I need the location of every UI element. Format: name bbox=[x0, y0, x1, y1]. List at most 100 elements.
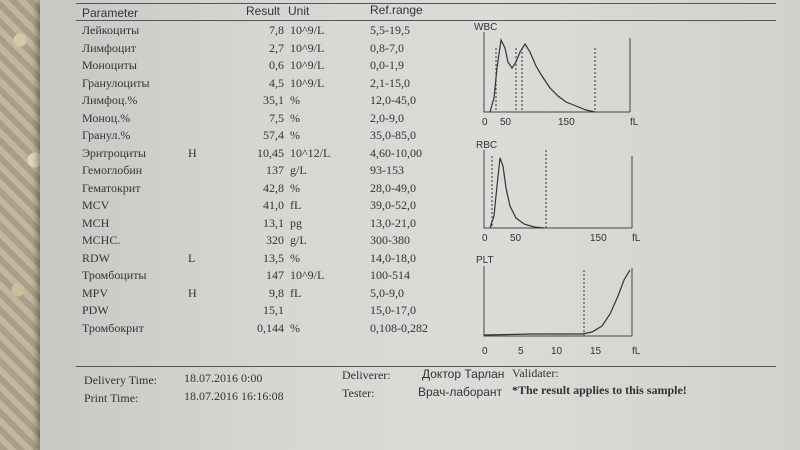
row-3-parameter: Гранулоциты bbox=[82, 75, 150, 90]
row-0-unit: 10^9/L bbox=[290, 23, 325, 37]
row-7-flag: H bbox=[188, 145, 197, 160]
deliverer-value: Доктор Тарлан bbox=[422, 367, 505, 381]
row-13-result: 13,5 bbox=[263, 250, 284, 265]
row-3-result: 4,5 bbox=[269, 75, 284, 90]
rbc-tick-0: 0 bbox=[482, 233, 488, 244]
sample-note: *The result applies to this sample! bbox=[512, 383, 687, 397]
tester-label: Tester: bbox=[342, 386, 375, 400]
row-6-unit: % bbox=[290, 128, 300, 142]
deliverer-label: Deliverer: bbox=[342, 368, 391, 382]
row-17-parameter: Тромбокрит bbox=[82, 320, 144, 335]
row-7-result: 10,45 bbox=[257, 145, 284, 160]
row-7-unit: 10^12/L bbox=[290, 145, 331, 160]
header-top-rule bbox=[76, 3, 776, 4]
row-5-parameter: Моноц.% bbox=[82, 110, 131, 125]
row-14-unit: 10^9/L bbox=[290, 268, 325, 282]
rbc-histogram: RBC 0 50 150 fL bbox=[476, 140, 641, 244]
row-6-parameter: Гранул.% bbox=[82, 128, 131, 142]
row-17-unit: % bbox=[290, 320, 300, 335]
wbc-title: WBC bbox=[474, 22, 497, 33]
delivery-time-label: Delivery Time: bbox=[84, 373, 158, 387]
row-5-unit: % bbox=[290, 110, 300, 125]
col-header-ref-range: Ref.range bbox=[370, 3, 423, 17]
row-17-result: 0,144 bbox=[257, 320, 284, 335]
row-1-parameter: Лимфоцит bbox=[82, 40, 137, 55]
row-8-parameter: Гемоглобин bbox=[82, 163, 143, 177]
row-0-ref-range: 5,5-19,5 bbox=[370, 23, 410, 37]
row-3-unit: 10^9/L bbox=[290, 75, 325, 90]
row-11-result: 13,1 bbox=[263, 215, 284, 230]
row-7-parameter: Эритроциты bbox=[82, 145, 146, 160]
col-header-unit: Unit bbox=[288, 4, 310, 18]
row-8-unit: g/L bbox=[290, 163, 307, 177]
row-4-unit: % bbox=[290, 93, 300, 107]
wbc-tick-2: 150 bbox=[558, 117, 575, 128]
row-6-ref-range: 35,0-85,0 bbox=[370, 128, 416, 142]
col-header-parameter: Parameter bbox=[82, 6, 139, 20]
rbc-tick-1: 50 bbox=[510, 233, 522, 244]
row-9-unit: % bbox=[290, 180, 300, 195]
lab-report-sheet bbox=[40, 0, 800, 450]
row-8-result: 137 bbox=[266, 163, 284, 177]
row-9-result: 42,8 bbox=[263, 180, 284, 195]
plt-histogram: PLT 0 5 10 15 fL bbox=[476, 255, 641, 357]
row-15-parameter: MPV bbox=[82, 285, 109, 300]
row-15-unit: fL bbox=[290, 285, 302, 300]
row-13-ref-range: 14,0-18,0 bbox=[370, 250, 416, 265]
row-6-result: 57,4 bbox=[263, 128, 284, 142]
row-16-result: 15,1 bbox=[263, 303, 284, 317]
row-13-unit: % bbox=[290, 250, 300, 265]
tester-value: Врач-лаборант bbox=[418, 385, 503, 399]
validater-label: Validater: bbox=[512, 366, 559, 380]
row-3-ref-range: 2,1-15,0 bbox=[370, 75, 410, 90]
row-15-flag: H bbox=[188, 285, 197, 300]
row-2-parameter: Моноциты bbox=[82, 58, 137, 72]
row-5-result: 7,5 bbox=[269, 110, 284, 125]
row-2-result: 0,6 bbox=[269, 58, 284, 72]
row-11-ref-range: 13,0-21,0 bbox=[370, 215, 416, 230]
row-8-ref-range: 93-153 bbox=[370, 163, 404, 177]
row-2-ref-range: 0,0-1,9 bbox=[370, 58, 404, 72]
plt-tick-1: 5 bbox=[518, 346, 524, 357]
rbc-tick-2: 150 bbox=[590, 233, 607, 244]
rbc-title: RBC bbox=[476, 140, 497, 151]
col-header-result: Result bbox=[246, 4, 281, 18]
row-4-parameter: Лимфоц.% bbox=[82, 93, 138, 107]
row-1-ref-range: 0,8-7,0 bbox=[370, 40, 404, 55]
footer-top-rule bbox=[76, 366, 776, 367]
row-1-unit: 10^9/L bbox=[290, 40, 325, 55]
row-12-unit: g/L bbox=[290, 233, 307, 247]
plt-tick-3: 15 bbox=[590, 346, 602, 357]
row-15-result: 9,8 bbox=[269, 285, 284, 300]
wbc-histogram: WBC 0 50 150 fL bbox=[474, 22, 639, 128]
plt-tick-0: 0 bbox=[482, 346, 488, 357]
plt-tick-2: 10 bbox=[551, 346, 563, 357]
row-16-parameter: PDW bbox=[82, 303, 109, 317]
row-9-parameter: Гематокрит bbox=[82, 180, 141, 195]
row-9-ref-range: 28,0-49,0 bbox=[370, 180, 416, 195]
row-4-result: 35,1 bbox=[263, 93, 284, 107]
row-5-ref-range: 2,0-9,0 bbox=[370, 110, 404, 125]
header-bottom-rule bbox=[76, 20, 776, 21]
row-15-ref-range: 5,0-9,0 bbox=[370, 285, 404, 300]
row-14-result: 147 bbox=[266, 268, 284, 282]
wbc-tick-3: fL bbox=[630, 117, 639, 128]
row-16-ref-range: 15,0-17,0 bbox=[370, 303, 416, 317]
row-1-result: 2,7 bbox=[269, 40, 284, 55]
wbc-tick-1: 50 bbox=[500, 117, 512, 128]
print-time-value: 18.07.2016 16:16:08 bbox=[184, 389, 284, 403]
row-0-parameter: Лейкоциты bbox=[82, 23, 140, 37]
row-13-parameter: RDW bbox=[82, 250, 110, 265]
wbc-tick-0: 0 bbox=[482, 117, 488, 128]
delivery-time-value: 18.07.2016 0:00 bbox=[184, 371, 263, 385]
row-11-unit: pg bbox=[290, 215, 302, 230]
rbc-tick-3: fL bbox=[632, 233, 641, 244]
row-12-parameter: MCHC. bbox=[82, 233, 121, 247]
row-10-ref-range: 39,0-52,0 bbox=[370, 198, 416, 212]
row-4-ref-range: 12,0-45,0 bbox=[370, 93, 416, 107]
print-time-label: Print Time: bbox=[84, 391, 139, 405]
row-12-ref-range: 300-380 bbox=[370, 233, 410, 247]
plt-title: PLT bbox=[476, 255, 494, 266]
row-13-flag: L bbox=[188, 250, 196, 265]
row-10-parameter: MCV bbox=[82, 198, 110, 212]
